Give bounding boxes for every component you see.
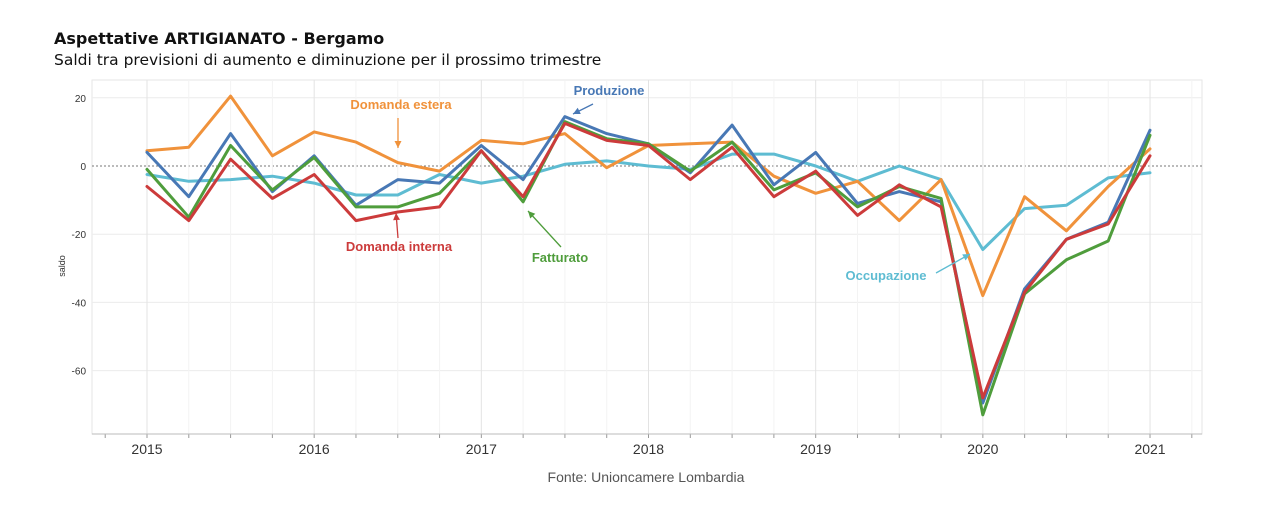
y-tick-label: 20	[75, 94, 87, 105]
annotation-label: Domanda estera	[350, 97, 452, 112]
annotation-label: Fatturato	[532, 250, 588, 265]
chart-title: Aspettative ARTIGIANATO - Bergamo	[54, 29, 385, 48]
x-tick-label: 2020	[967, 441, 998, 457]
y-tick-label: 0	[80, 162, 86, 173]
series-line-occupazione	[145, 152, 1152, 251]
ticks-layer: 20 0 -20 -40 -60 2015 2016 2017 2018 2019 2020 2021	[72, 94, 1202, 457]
annotation-arrowhead	[393, 213, 400, 221]
y-axis-label: saldo	[57, 255, 67, 277]
annotation-arrowhead	[394, 141, 402, 148]
series-line-domanda-interna	[145, 121, 1152, 400]
annotation-arrow-line	[527, 210, 562, 248]
y-tick-label: -40	[72, 298, 87, 309]
annotations-layer: Domanda estera Produzione Domanda interna F…	[346, 83, 971, 283]
x-tick-label: 2021	[1134, 441, 1165, 457]
annotation-arrowhead	[962, 254, 970, 261]
x-tick-label: 2015	[131, 441, 162, 457]
series-layer	[145, 94, 1152, 417]
x-tick-label: 2018	[633, 441, 664, 457]
annotation-label: Domanda interna	[346, 239, 453, 254]
annotation-arrowhead	[528, 211, 536, 219]
x-tick-label: 2016	[299, 441, 330, 457]
source-note: Fonte: Unioncamere Lombardia	[548, 469, 745, 485]
annotation-label: Produzione	[574, 83, 645, 98]
x-tick-label: 2017	[466, 441, 497, 457]
annotation-arrowhead	[573, 107, 581, 114]
y-tick-label: -60	[72, 367, 87, 378]
plot-frame	[91, 79, 1203, 435]
x-tick-label: 2019	[800, 441, 831, 457]
grid-layer	[91, 79, 1203, 435]
annotation-label: Occupazione	[846, 268, 927, 283]
chart-subtitle: Saldi tra previsioni di aumento e diminu…	[54, 51, 602, 69]
series-line-fatturato	[145, 120, 1152, 417]
y-tick-label: -20	[72, 230, 87, 241]
